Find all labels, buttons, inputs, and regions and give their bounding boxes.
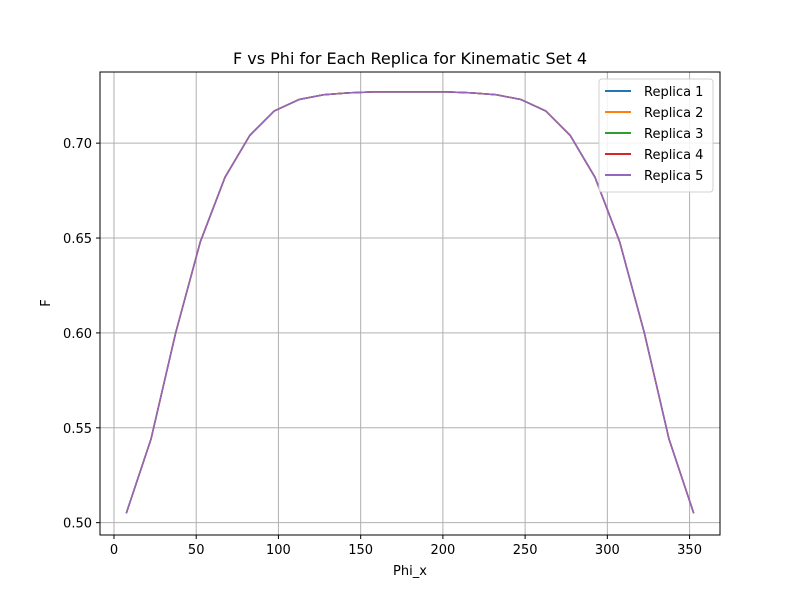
y-tick-label: 0.55 [63, 422, 92, 437]
x-tick-label: 200 [430, 543, 455, 558]
legend-entry-label: Replica 5 [644, 169, 703, 184]
legend-entry-label: Replica 4 [644, 148, 703, 163]
x-tick-label: 0 [110, 543, 118, 558]
legend-entry-label: Replica 1 [644, 85, 703, 100]
axis-ticks: 0 50 100 150 200 250 300 350 0.50 0.55 0.60 0.65 0.7… [63, 137, 702, 558]
y-tick-label: 0.70 [63, 137, 92, 152]
x-tick-label: 350 [677, 543, 702, 558]
x-tick-label: 300 [595, 543, 620, 558]
legend: Replica 1 Replica 2 Replica 3 Replica 4 Repl… [598, 78, 714, 193]
x-tick-label: 150 [348, 543, 373, 558]
legend-entry-label: Replica 3 [644, 127, 703, 142]
x-tick-label: 100 [266, 543, 291, 558]
y-tick-label: 0.60 [63, 327, 92, 342]
legend-box [598, 78, 714, 193]
y-tick-label: 0.65 [63, 232, 92, 247]
y-axis-label: F [39, 299, 54, 306]
y-tick-label: 0.50 [63, 517, 92, 532]
chart-title: F vs Phi for Each Replica for Kinematic … [233, 49, 587, 68]
x-axis-label: Phi_x [393, 564, 427, 579]
x-tick-label: 250 [513, 543, 538, 558]
plot-frame [99, 71, 721, 536]
x-tick-label: 50 [188, 543, 205, 558]
legend-entry-label: Replica 2 [644, 106, 703, 121]
